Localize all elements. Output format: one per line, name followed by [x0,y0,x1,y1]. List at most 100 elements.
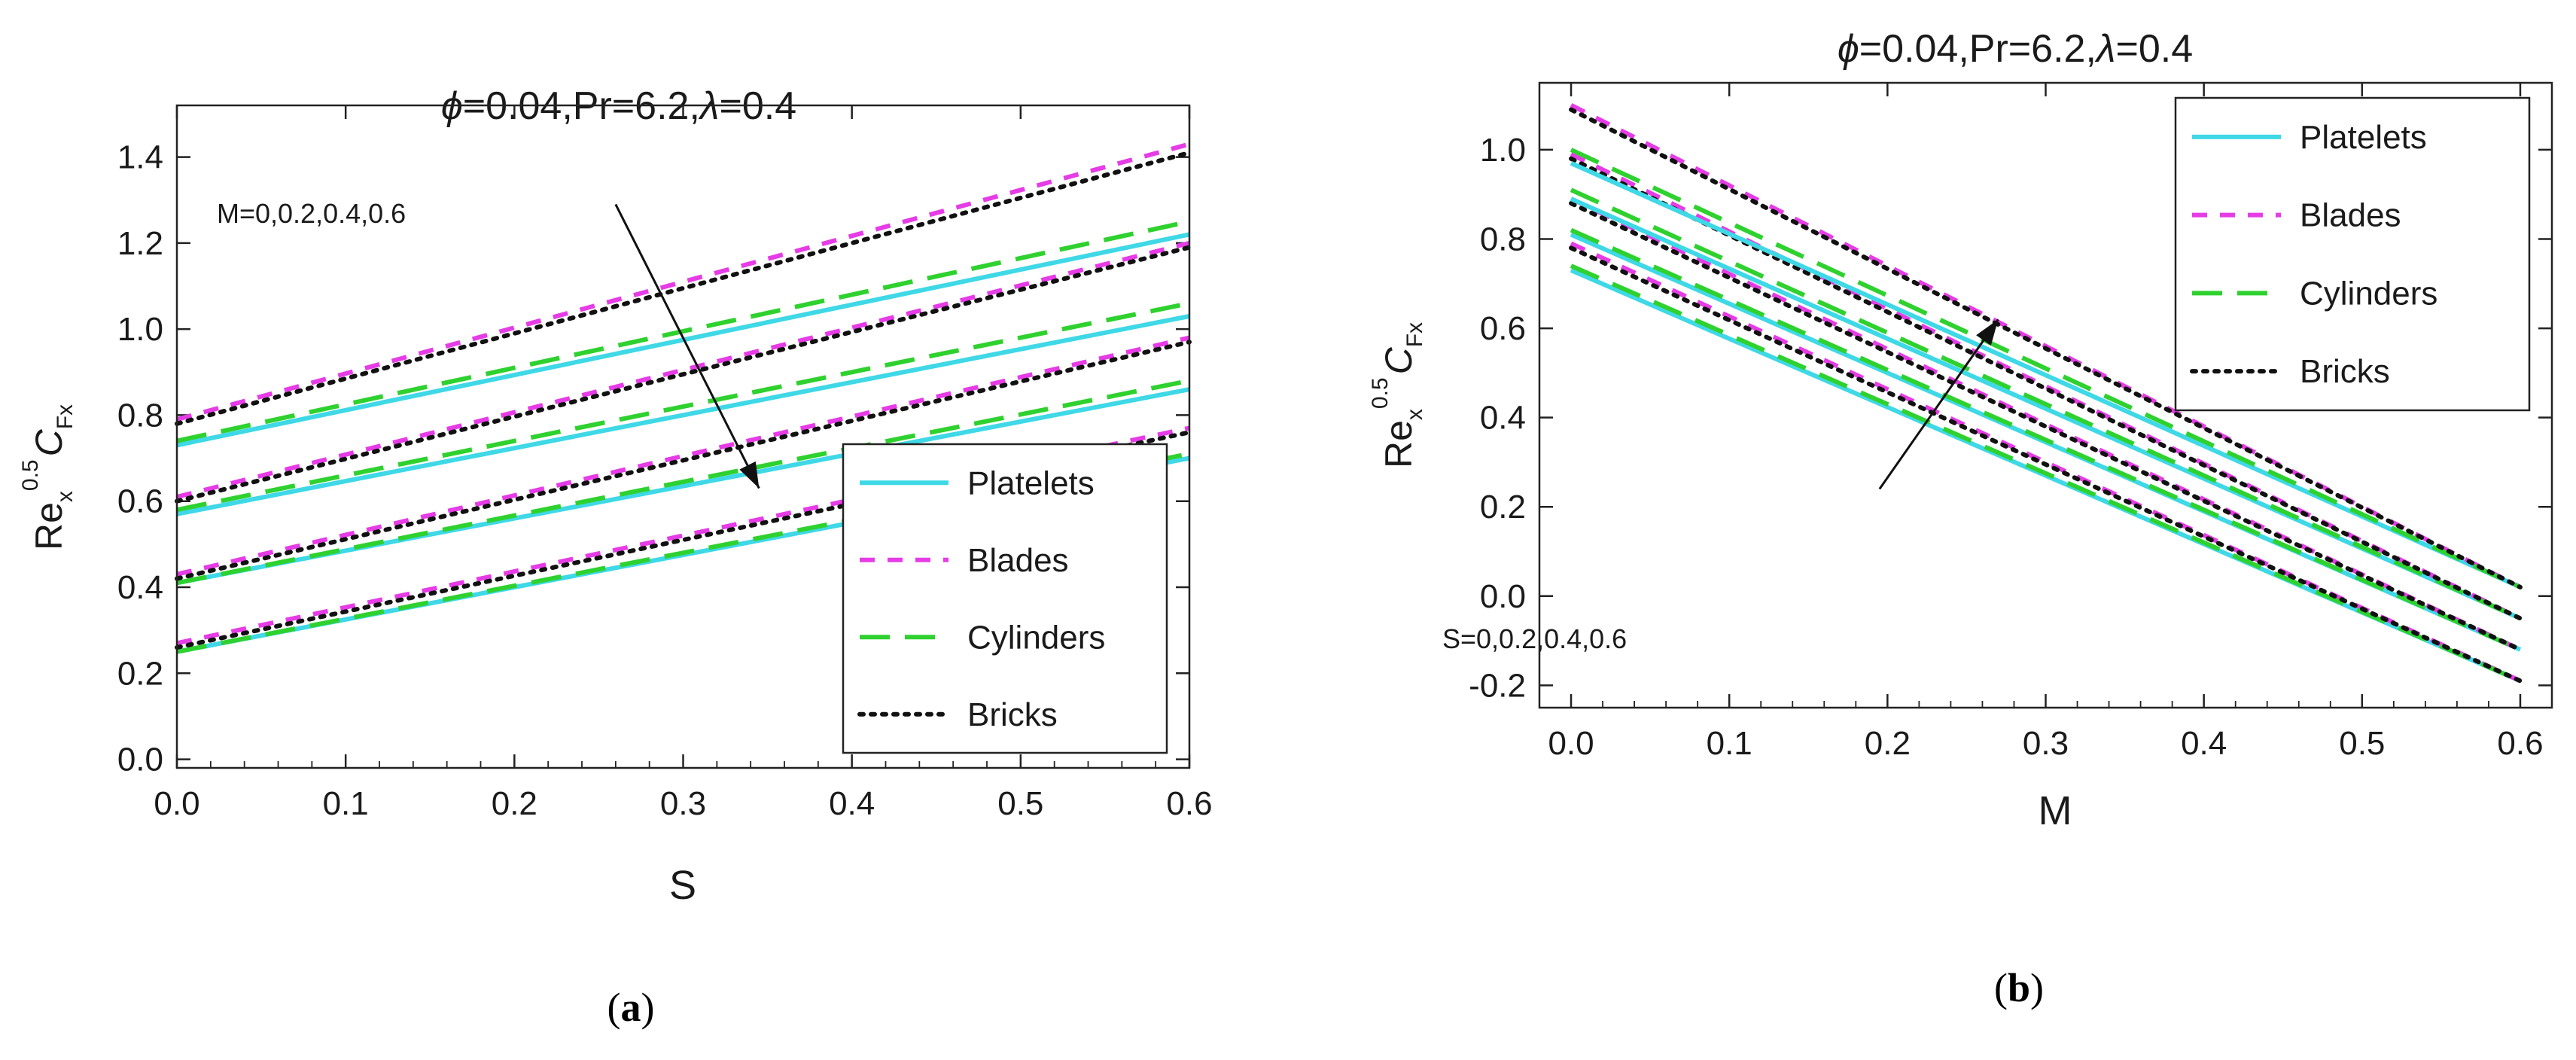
y-tick-label: 0.6 [1480,310,1526,347]
y-tick-label: 0.4 [117,569,163,606]
x-tick-label: 0.4 [2181,725,2227,762]
plot-frame [1538,81,2553,709]
annotation: M=0,0.2,0.4,0.6 [217,198,406,229]
ylabel-csub: Fx [1402,322,1427,347]
ylabel-c: C [28,428,70,456]
series-line-cylinders [1570,227,2522,652]
arrow-head [1976,319,1999,346]
x-tick-label: 0.2 [492,785,537,822]
x-tick-label: 0.4 [829,785,875,822]
series-line-platelets [176,314,1190,516]
y-tick-label: -0.2 [1469,667,1526,704]
series-line-cylinders [1570,148,2522,589]
legend-label-cylinders: Cylinders [2300,275,2437,312]
series-line-bricks [175,340,1192,581]
title-phi: ϕ [1838,27,1859,71]
y-tick-label: 0.6 [117,483,163,520]
y-tick-label: 1.2 [117,225,163,262]
x-tick-label: 0.2 [1865,725,1911,762]
y-tick-label: 0.8 [117,397,163,434]
arrow-shaft [614,203,760,489]
ylabel-sub: x [1402,409,1427,420]
series-line-cylinders [176,300,1190,513]
y-tick-label: 0.2 [1480,489,1526,525]
legend-label-blades: Blades [2300,197,2401,234]
series-line-platelets [176,387,1190,586]
series-line-bricks [1569,245,2523,684]
series-line-bricks [1569,201,2523,652]
series-line-cylinders [1570,263,2522,684]
legend-label-bricks: Bricks [967,696,1058,733]
series-line-cylinders [176,219,1190,443]
y-tick-label: 0.0 [1480,578,1526,615]
legend-label-blades: Blades [967,542,1069,579]
legend: Platelets Blades Cylinders Bricks [2174,96,2531,412]
series-line-cylinders [1570,187,2522,621]
y-tick-label: 1.0 [1480,132,1526,169]
ylabel-base: Re [1378,420,1420,468]
x-tick-label: 0.5 [997,785,1043,822]
trend-arrow [1878,318,1999,490]
arrow-shaft [1878,318,1999,490]
x-tick-label: 0.0 [154,785,199,822]
caption-b-letter: b [2008,965,2030,1010]
svg-text:Rex0.5CFx: Rex 0.5 CFx [18,404,78,550]
y-axis-label: Rex 0.5 CFx [18,404,78,550]
legend-box [842,443,1168,754]
x-tick-label: 0.0 [1548,725,1594,762]
title-lambda: λ [2094,27,2116,71]
y-tick-label: 0.4 [1480,400,1526,437]
ylabel-csub: Fx [53,404,78,429]
x-axis-label: S [669,863,696,908]
legend-label-platelets: Platelets [967,465,1095,501]
legend-box [2174,96,2531,412]
x-tick-label: 0.6 [1166,785,1212,822]
title-tail: =0.4 [2115,27,2193,71]
ylabel-sub: x [53,491,78,502]
series-lines [1569,102,2523,684]
x-tick-label: 0.3 [2023,725,2069,762]
chart-title: ϕ=0.04,Pr=6.2,λ=0.4 [1838,27,2193,71]
trend-arrow [614,203,760,489]
y-tick-label: 1.4 [117,139,163,176]
series-line-blades [176,335,1190,577]
y-ticks: 0.0 0.2 0.4 0.6 0.8 1.0 1.2 1.4 [117,139,1189,778]
series-line-bricks [1569,156,2523,621]
x-axis-label: M [2039,788,2072,833]
legend-label-cylinders: Cylinders [967,619,1105,656]
ylabel-base: Re [28,502,70,550]
series-line-bricks [175,245,1192,504]
caption-a: (a) [607,985,655,1030]
arrow-head [739,461,760,489]
series-line-blades [176,142,1190,422]
title-main: =0.04,Pr=6.2, [1859,27,2096,71]
y-ticks: -0.2 0.0 0.2 0.4 0.6 0.8 1.0 [1469,132,2552,704]
series-line-blades [176,240,1190,499]
x-tick-label: 0.5 [2339,725,2385,762]
caption-a-letter: a [621,985,641,1030]
ylabel-sup: 0.5 [18,459,43,491]
y-tick-label: 0.0 [117,742,163,778]
legend-label-platelets: Platelets [2300,119,2427,156]
panel-a: ϕ=0.04,Pr=6.2,λ=0.4 Rex0.5CFx 0.00.20.40… [18,84,1213,908]
svg-text:Rex0.5CFx: Rex 0.5 CFx [1368,322,1427,468]
series-line-bricks [175,150,1192,426]
panel-b: ϕ=0.04,Pr=6.2,λ=0.4 Rex 0.5 CFx -0.2 0.0 0.2… [1368,27,2553,833]
plot-frame [175,104,1191,769]
series-line-blades [176,425,1190,646]
x-tick-label: 0.6 [2497,725,2543,762]
x-ticks: 0.0 0.1 0.2 0.3 0.4 0.5 0.6 [1548,83,2544,762]
annotation: S=0,0.2,0.4,0.6 [1442,623,1627,654]
legend-label-bricks: Bricks [2300,353,2390,390]
x-tick-label: 0.1 [1707,725,1752,762]
y-tick-label: 0.8 [1480,221,1526,258]
ylabel-sup: 0.5 [1368,377,1393,409]
y-tick-label: 1.0 [117,311,163,348]
svg-text:ϕ=0.04,Pr=6.2,λ=0.4: ϕ=0.04,Pr=6.2,λ=0.4 [1838,27,2193,71]
caption-b: (b) [1994,965,2044,1010]
series-line-bricks [1569,107,2523,589]
x-tick-label: 0.3 [660,785,706,822]
ylabel-c: C [1378,346,1420,374]
y-axis-label: Rex 0.5 CFx [1368,322,1427,468]
